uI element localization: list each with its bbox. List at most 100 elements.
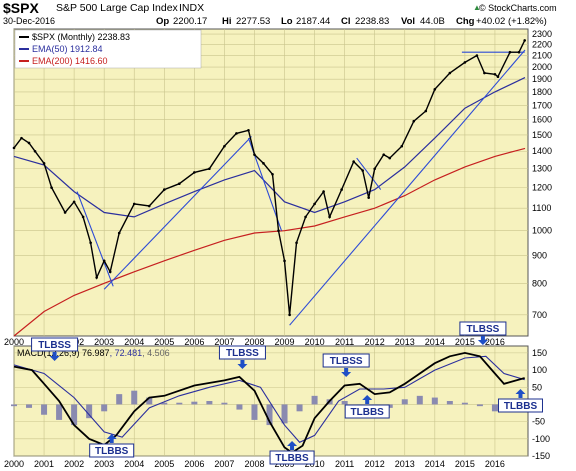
price-point [313,202,316,206]
price-point [253,153,256,156]
signal-arrow-down-icon [477,336,488,345]
macd-histogram-bar [221,402,228,405]
price-point [463,61,467,64]
price-point [352,160,355,163]
macd-histogram-bar [416,395,423,405]
macd-title-part: MACD(12,26,9) [17,348,80,358]
macd-histogram-bar [251,404,258,420]
signal-box [459,321,507,336]
price-x-tick-label: 2016 [485,337,505,347]
macd-line [13,351,525,454]
macd-histogram-bar [461,402,468,405]
macd-x-tick-label: 2003 [94,459,114,469]
chg-label: Chg [456,16,475,27]
signal-box [89,443,135,458]
price-point [12,146,16,150]
price-x-tick-label: 2006 [184,337,204,347]
signal-arrow-down-icon [237,360,248,369]
symbol: $SPX [3,0,39,16]
price-y-tick-label: 1700 [532,100,552,110]
legend-label: EMA(200) 1416.60 [32,56,108,66]
price-y-tick-label: 2300 [532,29,552,39]
price-point [193,171,196,174]
watermark: © StockCharts.com [479,3,557,13]
macd-x-tick-label: 2004 [124,459,144,469]
price-y-tick-label: 1400 [532,146,552,156]
macd-y-tick-label: -100 [532,434,550,444]
signal-arrow-up-icon [287,441,298,450]
price-point [42,162,46,165]
price-y-tick-label: 2200 [532,40,552,50]
price-point [412,119,416,123]
price-x-tick-label: 2000 [4,337,24,347]
price-point [33,149,37,153]
macd-x-tick-label: 2013 [395,459,415,469]
price-y-tick-label: 1200 [532,183,552,193]
macd-histogram-bar [206,401,213,405]
macd-x-tick-label: 2002 [64,459,84,469]
signal-label: TLBBS [95,446,129,457]
price-point [493,72,497,76]
price-point [373,167,377,171]
macd-y-tick-label: 50 [532,382,542,392]
signal-box [31,337,79,352]
macd-histogram-bar [476,404,483,407]
macd-histogram-bar [266,404,273,426]
price-point [27,141,31,145]
macd-x-tick-label: 2011 [335,459,354,469]
price-x-tick-label: 2005 [154,337,174,347]
signal-label: TLBSS [330,356,363,367]
macd-x-tick-label: 2007 [214,459,234,469]
signal-box [497,398,543,413]
trendline [103,136,252,290]
price-panel [13,28,529,337]
price-point [178,182,181,186]
signal-label: TLBBS [504,401,538,412]
price-point [517,50,521,54]
exchange: INDX [179,2,205,14]
cl-label: Cl [341,16,351,27]
price-point [496,75,500,78]
price-y-tick-label: 1800 [532,87,552,97]
price-x-tick-label: 2004 [124,337,144,347]
macd-y-tick-label: 100 [532,365,547,375]
index-name: S&P 500 Large Cap Index [56,2,178,14]
macd-x-tick-label: 2005 [154,459,174,469]
signal-label: TLBBS [351,407,385,418]
macd-x-tick-label: 2001 [34,459,54,469]
macd-x-tick-label: 2008 [244,459,264,469]
price-point [108,270,112,274]
price-point [81,215,85,219]
macd-x-tick-label: 2014 [425,459,445,469]
signal-label: TLBSS [226,348,259,359]
signal-arrow-down-icon [341,368,352,377]
ema200-line [13,147,526,337]
trendline [356,157,382,190]
price-x-tick-label: 2010 [305,337,325,347]
chart-header: $SPX S&P 500 Large Cap Index INDX © Stoc… [0,0,576,28]
price-point [340,188,343,191]
macd-histogram-bar [341,401,348,405]
price-point [388,156,392,160]
macd-histogram-bar [176,402,183,405]
signal-box [344,404,390,419]
macd-histogram-bar [56,404,63,420]
macd-histogram-bar [131,390,138,405]
price-line [13,40,526,315]
macd-signal-line [13,355,525,443]
price-point [20,136,23,140]
price-point [400,144,404,148]
hi-value: 2277.53 [236,16,271,27]
price-point [63,211,67,214]
signal-box [218,345,266,360]
macd-x-tick-label: 2000 [4,459,24,469]
price-point [102,259,106,263]
trendline [289,49,526,326]
price-x-tick-label: 2007 [214,337,234,347]
macd-x-tick-label: 2015 [455,459,475,469]
macd-y-tick-label: 150 [532,348,547,358]
price-point [304,215,307,219]
price-point [277,229,280,232]
price-point [448,71,452,75]
